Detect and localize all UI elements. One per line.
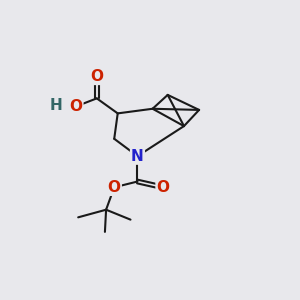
Text: H: H <box>50 98 62 113</box>
Text: O: O <box>90 69 103 84</box>
Text: O: O <box>108 180 121 195</box>
Text: O: O <box>69 99 82 114</box>
Text: N: N <box>131 148 144 164</box>
Text: O: O <box>157 180 169 195</box>
